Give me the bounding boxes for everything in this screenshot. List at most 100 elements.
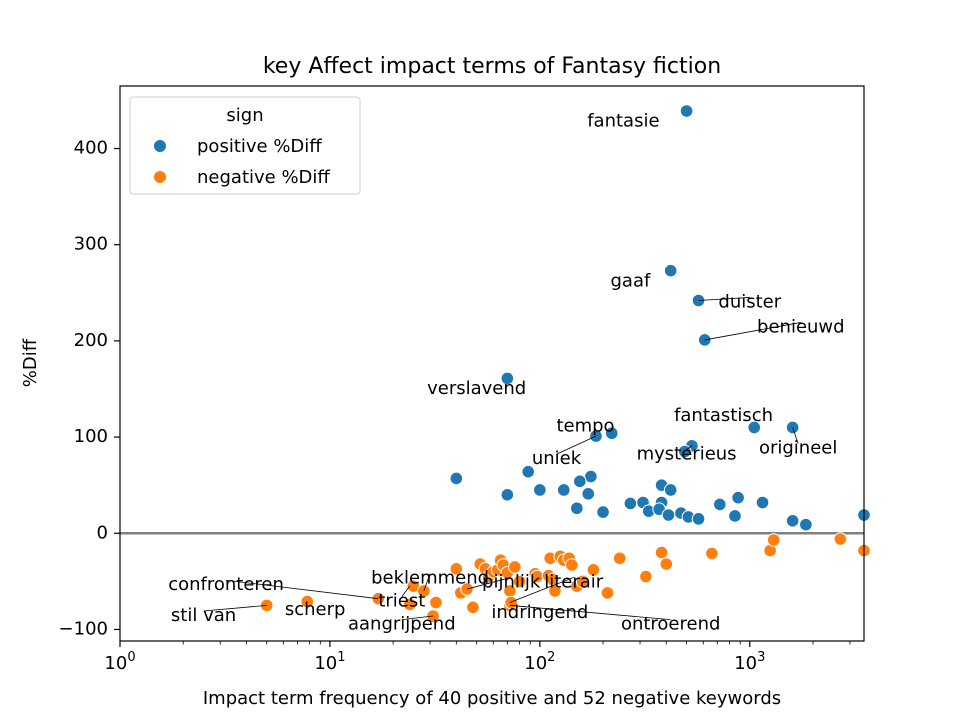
- annotation-label: uniek: [532, 448, 582, 469]
- positive-point: [573, 474, 587, 489]
- annotation-leader-line: [698, 297, 750, 301]
- positive-point: [623, 496, 638, 511]
- annotation-leader-line: [556, 435, 597, 455]
- annotation-leader-line: [792, 427, 799, 444]
- annotation-leader-line: [466, 576, 512, 590]
- positive-point: [596, 505, 610, 519]
- annotation-label: beklemmend: [371, 567, 489, 588]
- y-tick-label: 400: [74, 138, 108, 159]
- annotation-label: ontroerend: [621, 614, 720, 635]
- legend-marker-positive: [153, 139, 167, 153]
- annotation-label: tempo: [556, 416, 614, 437]
- axis-layer: −100 0 100 200 300 400 100 101 102 103: [59, 85, 865, 674]
- positive-point: [663, 483, 678, 497]
- negative-point: [508, 560, 522, 574]
- positive-point: [500, 371, 515, 386]
- negative-point: [600, 586, 615, 600]
- positive-point: [713, 497, 727, 512]
- chart-title: key Affect impact terms of Fantasy ficti…: [263, 54, 721, 79]
- x-tick-label: 102: [524, 650, 555, 674]
- annotation-leader-line: [203, 605, 267, 612]
- annotation-leader-line: [401, 585, 411, 597]
- annotation-label: indringend: [491, 602, 588, 623]
- positive-point: [785, 513, 800, 528]
- negative-point: [429, 595, 443, 610]
- negative-point: [705, 546, 719, 561]
- annotation-layer: fantasie gaaf duister benieuwd verslavend tem…: [168, 111, 844, 635]
- x-tick-label: 103: [734, 650, 765, 674]
- positive-point: [500, 487, 515, 502]
- y-tick-label: 200: [74, 330, 108, 351]
- positive-point: [731, 490, 745, 505]
- positive-point: [663, 263, 678, 278]
- negative-point: [512, 574, 527, 589]
- negative-point: [565, 558, 579, 572]
- annotation-label: aangrijpend: [348, 614, 456, 635]
- positive-point: [604, 426, 619, 441]
- annotation-label: fantastisch: [674, 405, 773, 426]
- negative-point: [300, 594, 315, 609]
- annotation-label: pijnlijk: [482, 571, 541, 592]
- negative-point: [833, 532, 848, 546]
- negative-point: [402, 597, 417, 612]
- annotation-leader-line: [509, 576, 574, 603]
- annotation-leader-line: [509, 605, 671, 621]
- positive-point: [747, 420, 762, 435]
- legend: sign positive %Diff negative %Diff: [129, 96, 361, 195]
- legend-label-negative: negative %Diff: [197, 167, 330, 188]
- legend-title: sign: [226, 105, 263, 126]
- annotation-label: verslavend: [427, 378, 526, 399]
- annotation-label: scherp: [285, 599, 346, 620]
- y-tick-label: 0: [97, 522, 108, 543]
- positive-point: [570, 501, 584, 516]
- plot-frame: [119, 85, 865, 642]
- y-tick-label: −100: [59, 618, 108, 639]
- annotation-label: mysterieus: [637, 443, 737, 464]
- x-axis-label: Impact term frequency of 40 positive and…: [203, 688, 781, 709]
- positive-point: [799, 517, 813, 532]
- negative-point: [586, 563, 601, 577]
- annotation-label: stil van: [171, 605, 236, 626]
- positive-point: [661, 508, 676, 522]
- y-tick-label: 300: [74, 234, 108, 255]
- annotation-label: origineel: [759, 438, 837, 459]
- positive-point: [755, 495, 770, 510]
- negative-point: [659, 557, 674, 571]
- annotation-label: duister: [718, 291, 781, 312]
- negative-point: [466, 600, 480, 615]
- legend-marker-negative: [153, 170, 167, 184]
- negative-point: [639, 569, 653, 584]
- positive-point: [691, 512, 706, 526]
- annotation-leader-line: [225, 579, 379, 600]
- annotation-label: confronteren: [168, 574, 284, 595]
- positive-point: [581, 487, 596, 501]
- negative-point: [654, 545, 669, 560]
- annotation-leader-line: [401, 615, 434, 621]
- points-layer: [259, 104, 871, 623]
- positive-point: [679, 104, 694, 118]
- annotation-leader-line: [423, 573, 431, 592]
- legend-frame: [129, 96, 361, 195]
- annotation-label: benieuwd: [757, 316, 845, 337]
- y-axis-label: %Diff: [20, 338, 41, 387]
- negative-point: [766, 533, 781, 547]
- x-tick-label: 101: [314, 650, 345, 674]
- negative-point: [449, 562, 464, 576]
- annotation-leader-line: [686, 445, 693, 450]
- legend-label-positive: positive %Diff: [197, 136, 322, 157]
- positive-point: [533, 483, 547, 497]
- positive-point: [728, 509, 742, 523]
- x-tick-label: 100: [104, 650, 135, 674]
- annotation-label: gaaf: [610, 270, 650, 291]
- annotation-label: fantasie: [587, 111, 659, 132]
- positive-point: [521, 464, 536, 479]
- positive-point: [556, 483, 571, 497]
- negative-point: [575, 574, 590, 589]
- positive-point: [449, 471, 464, 486]
- annotation-label: literair: [544, 571, 604, 592]
- annotation-label: triest: [378, 591, 425, 612]
- negative-point: [612, 551, 627, 566]
- y-tick-label: 100: [74, 426, 108, 447]
- annotation-leader-line: [704, 322, 801, 341]
